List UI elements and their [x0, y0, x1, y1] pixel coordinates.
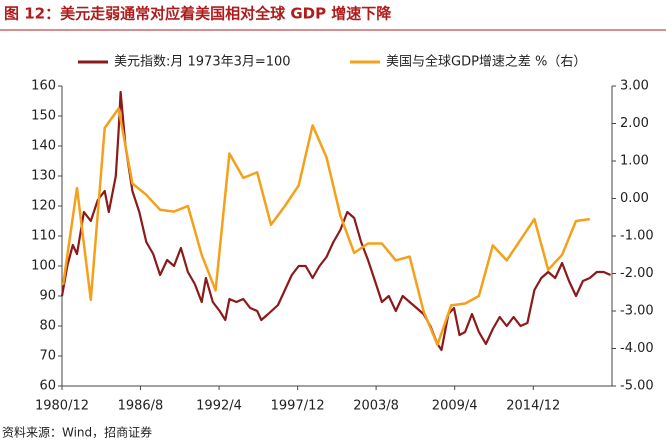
y2-tick-label: 0.00: [620, 191, 649, 206]
series-line: [61, 107, 590, 347]
y-tick-label: 90: [39, 289, 56, 304]
x-tick-label: 1986/8: [118, 399, 164, 414]
y-tick-label: 160: [31, 79, 56, 94]
y-tick-label: 130: [31, 169, 56, 184]
y2-tick-label: -1.00: [620, 229, 654, 244]
y2-tick-label: -4.00: [620, 341, 654, 356]
y-tick-label: 70: [39, 349, 56, 364]
y2-tick-label: 2.00: [620, 116, 649, 131]
x-tick-label: 2014/12: [506, 399, 560, 414]
x-tick-label: 1992/4: [196, 399, 242, 414]
y2-tick-label: -5.00: [620, 379, 654, 394]
legend-label: 美元指数:月 1973年3月=100: [114, 55, 291, 70]
x-tick-label: 2009/4: [432, 399, 478, 414]
series-line: [60, 90, 612, 352]
legend-label: 美国与全球GDP增速之差 %（右）: [386, 54, 586, 70]
y-tick-label: 100: [31, 259, 56, 274]
x-tick-label: 1980/12: [35, 399, 89, 414]
y2-tick-label: 3.00: [620, 79, 649, 94]
y2-tick-label: -3.00: [620, 304, 654, 319]
y-tick-label: 60: [39, 379, 56, 394]
y2-tick-label: 1.00: [620, 154, 649, 169]
x-tick-label: 1997/12: [271, 399, 325, 414]
y-tick-label: 80: [39, 319, 56, 334]
chart-title: 图 12：美元走弱通常对应着美国相对全球 GDP 增速下降: [4, 5, 392, 23]
y2-tick-label: -2.00: [620, 266, 654, 281]
y-tick-label: 120: [31, 199, 56, 214]
y-tick-label: 140: [31, 139, 56, 154]
source-note: 资料来源：Wind，招商证券: [2, 425, 152, 440]
y-tick-label: 150: [31, 109, 56, 124]
x-tick-label: 2003/8: [353, 399, 399, 414]
y-tick-label: 110: [31, 229, 56, 244]
